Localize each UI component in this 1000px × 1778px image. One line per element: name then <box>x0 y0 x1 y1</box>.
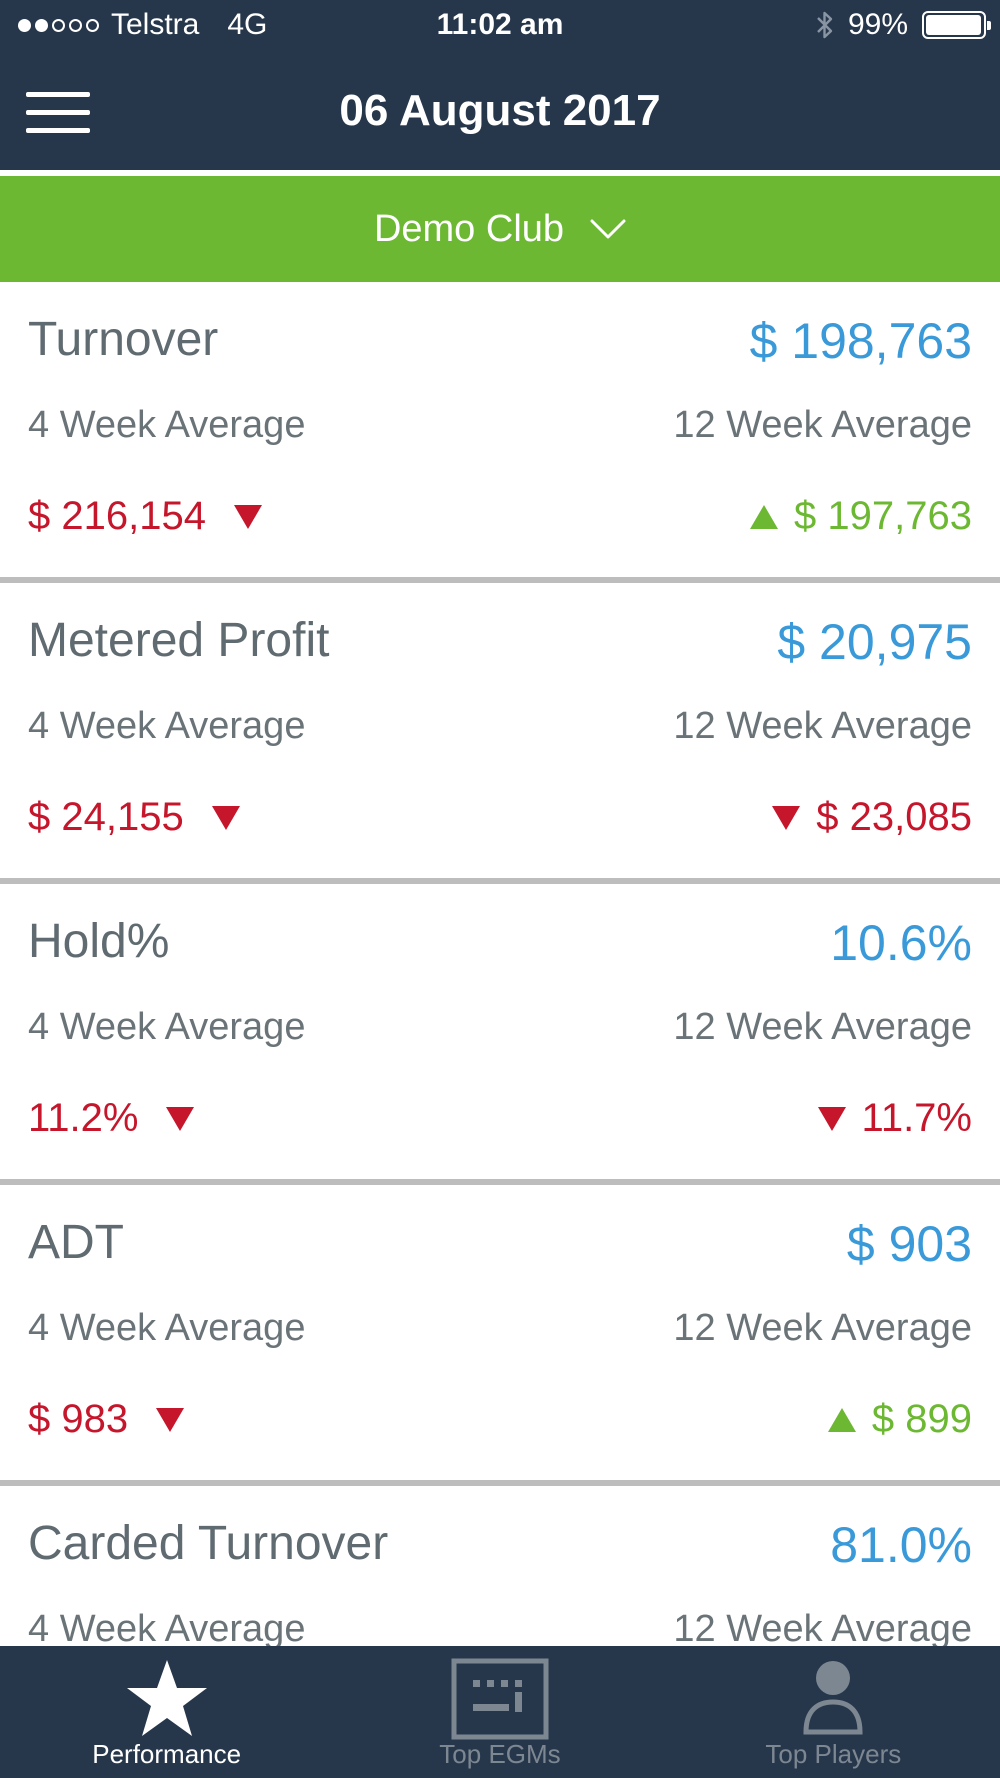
twelve-week-label: 12 Week Average <box>673 1307 972 1349</box>
signal-dot <box>69 18 82 32</box>
trend-down-icon <box>156 1407 185 1432</box>
metric-title: Metered Profit <box>28 614 330 667</box>
four-week-value: $ 983 <box>28 1397 129 1441</box>
metric-value: 10.6% <box>830 915 972 971</box>
trend-down-icon <box>772 805 801 830</box>
metric-card[interactable]: Carded Turnover 81.0% 4 Week Average 12 Wee… <box>0 1486 1000 1646</box>
metric-title: Carded Turnover <box>28 1517 389 1570</box>
twelve-week-value: 11.7% <box>861 1096 972 1140</box>
tab-label: Top Players <box>765 1739 902 1769</box>
club-selector[interactable]: Demo Club <box>0 176 1000 282</box>
twelve-week-average: $ 899 <box>826 1397 972 1442</box>
four-week-value: $ 24,155 <box>28 795 184 839</box>
metric-title: ADT <box>28 1216 124 1269</box>
four-week-average: 11.2% <box>28 1096 196 1141</box>
tab-label: Performance <box>92 1739 242 1769</box>
signal-dot <box>52 18 65 32</box>
tab-top-egms[interactable]: Top EGMs <box>333 1646 666 1778</box>
four-week-average: $ 216,154 <box>28 494 264 539</box>
twelve-week-value: $ 23,085 <box>816 795 972 839</box>
tab-top-players[interactable]: Top Players <box>667 1646 1000 1778</box>
tab-label: Top EGMs <box>439 1739 561 1769</box>
trend-up-icon <box>750 504 779 529</box>
twelve-week-average: $ 197,763 <box>748 494 972 539</box>
battery-icon <box>922 11 991 39</box>
metric-card[interactable]: ADT $ 903 4 Week Average 12 Week Average $ 9… <box>0 1185 1000 1486</box>
four-week-label: 4 Week Average <box>28 404 306 446</box>
metric-card[interactable]: Metered Profit $ 20,975 4 Week Average 12 W… <box>0 583 1000 884</box>
tab-performance[interactable]: Performance <box>0 1646 333 1778</box>
menu-icon[interactable] <box>26 92 90 134</box>
signal-dot <box>18 18 31 32</box>
trend-down-icon <box>166 1106 195 1131</box>
signal-dot <box>35 18 48 32</box>
trend-up-icon <box>827 1407 856 1432</box>
signal-dot <box>86 18 99 32</box>
carrier-name: Telstra <box>111 8 200 41</box>
four-week-label: 4 Week Average <box>28 1608 306 1646</box>
four-week-average: $ 983 <box>28 1397 186 1442</box>
club-selector-label: Demo Club <box>373 207 565 250</box>
twelve-week-label: 12 Week Average <box>673 705 972 747</box>
page-title: 06 August 2017 <box>339 86 661 135</box>
twelve-week-label: 12 Week Average <box>673 404 972 446</box>
four-week-label: 4 Week Average <box>28 705 306 747</box>
tab-bar: Performance Top EGMs Top Players <box>0 1646 1000 1778</box>
twelve-week-average: $ 23,085 <box>770 795 972 840</box>
metric-card[interactable]: Hold% 10.6% 4 Week Average 12 Week Average 1… <box>0 884 1000 1185</box>
twelve-week-value: $ 899 <box>871 1397 972 1441</box>
trend-down-icon <box>233 504 262 529</box>
network-type: 4G <box>227 8 268 41</box>
four-week-value: $ 216,154 <box>28 494 206 538</box>
twelve-week-value: $ 197,763 <box>794 494 972 538</box>
nav-bar: 06 August 2017 <box>0 54 1000 170</box>
trend-down-icon <box>817 1106 846 1131</box>
trend-down-icon <box>211 805 240 830</box>
keyboard-icon <box>451 1658 549 1740</box>
metric-value: 81.0% <box>830 1517 972 1573</box>
twelve-week-label: 12 Week Average <box>673 1006 972 1048</box>
twelve-week-label: 12 Week Average <box>673 1608 972 1646</box>
four-week-average: $ 24,155 <box>28 795 242 840</box>
star-icon <box>126 1660 207 1736</box>
metrics-list[interactable]: Turnover $ 198,763 4 Week Average 12 Week A… <box>0 282 1000 1646</box>
twelve-week-average: 11.7% <box>816 1096 972 1141</box>
metric-value: $ 903 <box>846 1216 972 1272</box>
chevron-down-icon <box>590 219 626 239</box>
battery-percent: 99% <box>847 8 908 41</box>
status-time: 11:02 am <box>436 8 564 41</box>
metric-title: Turnover <box>28 313 219 366</box>
four-week-label: 4 Week Average <box>28 1006 306 1048</box>
bluetooth-icon <box>817 11 833 39</box>
metric-value: $ 20,975 <box>777 614 972 670</box>
metric-card[interactable]: Turnover $ 198,763 4 Week Average 12 Week A… <box>0 282 1000 583</box>
metric-value: $ 198,763 <box>749 313 972 369</box>
person-icon <box>803 1661 863 1735</box>
signal-strength-icon <box>18 18 99 32</box>
four-week-label: 4 Week Average <box>28 1307 306 1349</box>
status-bar: Telstra 4G 11:02 am 99% <box>0 0 1000 54</box>
four-week-value: 11.2% <box>28 1096 139 1140</box>
metric-title: Hold% <box>28 915 170 968</box>
